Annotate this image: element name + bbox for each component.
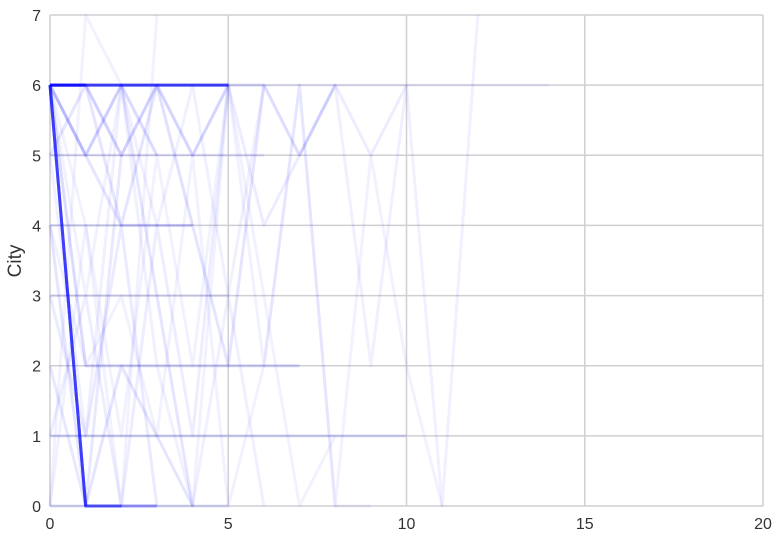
trajectory-line-25 <box>48 83 444 508</box>
trajectory-line-13 <box>48 14 480 508</box>
trajectory-line-14 <box>50 83 408 227</box>
x-tick-label: 0 <box>46 516 55 533</box>
trajectory-line-9 <box>48 84 266 368</box>
trajectory-line-6 <box>48 83 159 157</box>
x-tick-label: 10 <box>398 516 416 533</box>
trajectory-line-7 <box>50 83 195 226</box>
grid <box>49 14 764 507</box>
y-tick-label: 6 <box>32 78 41 95</box>
series-layer <box>48 13 550 508</box>
trajectory-line-23 <box>48 13 195 507</box>
y-tick-label: 1 <box>32 429 41 446</box>
y-tick-label: 7 <box>32 8 41 25</box>
y-tick-label: 4 <box>32 218 41 235</box>
trajectory-line-5 <box>48 84 88 507</box>
trajectory-line-3 <box>48 84 122 508</box>
trajectory-line-22 <box>48 14 159 508</box>
y-tick-label: 0 <box>32 499 41 516</box>
trajectory-line-12 <box>50 83 337 157</box>
x-tick-label: 15 <box>576 516 594 533</box>
y-tick-labels: 0 1 2 3 4 5 6 7 <box>32 8 41 516</box>
y-axis-label: City <box>5 244 26 277</box>
x-tick-label: 5 <box>224 516 233 533</box>
trajectory-line-18 <box>48 155 123 508</box>
y-tick-label: 3 <box>32 289 41 306</box>
trajectory-line-4 <box>48 84 157 508</box>
y-tick-label: 2 <box>32 359 41 376</box>
trajectory-line-17 <box>48 223 159 507</box>
x-tick-label: 20 <box>754 516 772 533</box>
x-tick-labels: 0 5 10 15 20 <box>46 516 772 533</box>
trajectory-line-8 <box>48 83 230 227</box>
trajectory-line-10 <box>48 84 300 368</box>
trajectory-line-24 <box>48 83 371 508</box>
trajectory-line-21 <box>48 83 337 508</box>
y-tick-label: 5 <box>32 148 41 165</box>
trajectory-line-19 <box>48 84 230 508</box>
trajectory-line-16 <box>48 225 194 508</box>
trajectory-line-20 <box>48 83 266 508</box>
